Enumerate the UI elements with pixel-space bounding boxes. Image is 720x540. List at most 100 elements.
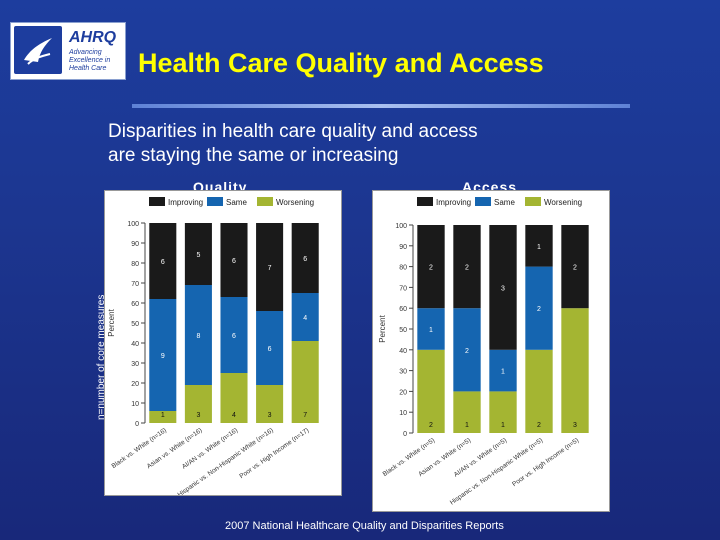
data-label: 3 [501, 285, 505, 292]
x-tick-label: Poor vs. High Income (n=17) [238, 427, 310, 480]
bar-segment-worsening [525, 349, 553, 433]
bar-segment-worsening [256, 385, 284, 423]
quality-chart-panel: Improving Same Worsening 0 10 20 30 40 50 60 70 80 9… [104, 190, 342, 499]
y-tick-label: 20 [131, 381, 139, 388]
y-tick-label: 50 [399, 327, 407, 334]
data-label: 2 [573, 265, 577, 272]
data-label: 1 [537, 244, 541, 251]
legend-label-worsening: Worsening [276, 198, 314, 207]
bar-segment-same [256, 311, 284, 385]
data-label: 1 [465, 422, 469, 429]
data-label: 3 [268, 412, 272, 419]
data-label: 9 [161, 353, 165, 360]
data-label: 6 [268, 346, 272, 353]
quality-chart: Improving Same Worsening 0 10 20 30 40 50 60 70 80 9… [107, 197, 319, 499]
y-tick-label: 70 [399, 285, 407, 292]
x-tick-label: Poor vs. High Income (n=5) [511, 437, 580, 488]
data-label: 1 [501, 422, 505, 429]
bar-segment-worsening [453, 391, 481, 433]
bar-segment-same [291, 293, 319, 341]
legend-swatch-same [207, 197, 223, 206]
data-label: 1 [161, 412, 165, 419]
bar-segment-same [184, 285, 212, 385]
data-label: 6 [161, 259, 165, 266]
legend-swatch-improving [417, 197, 433, 206]
subtitle-line-1: Disparities in health care quality and a… [108, 121, 478, 142]
data-label: 7 [303, 412, 307, 419]
y-tick-label: 50 [131, 321, 139, 328]
legend-label-same: Same [226, 198, 247, 207]
y-tick-label: 0 [135, 421, 139, 428]
bar-segment-same [149, 299, 177, 411]
data-label: 6 [232, 258, 236, 265]
y-tick-label: 100 [127, 221, 139, 228]
data-label: 5 [196, 252, 200, 259]
data-label: 3 [573, 422, 577, 429]
y-tick-label: 10 [131, 401, 139, 408]
bar-segment-same [220, 297, 248, 373]
y-tick-label: 90 [399, 244, 407, 251]
bar-segment-improving [184, 223, 212, 285]
bar-segment-worsening [489, 391, 517, 433]
bar-segment-same [489, 349, 517, 392]
y-tick-label: 0 [403, 431, 407, 438]
bar-segment-improving [220, 223, 248, 297]
legend-swatch-same [475, 197, 491, 206]
bar-segment-worsening [184, 385, 212, 423]
bar-segment-improving [561, 225, 589, 309]
data-label: 2 [429, 265, 433, 272]
bar-segment-worsening [561, 308, 589, 433]
bar-segment-same [525, 266, 553, 350]
bar-segment-improving [417, 225, 445, 309]
logo-wordmark: AHRQ [69, 29, 117, 46]
page-title: Health Care Quality and Access [138, 48, 544, 78]
data-label: 7 [268, 265, 272, 272]
bar-segment-worsening [220, 373, 248, 423]
bar-segment-improving [291, 223, 319, 293]
data-label: 2 [465, 348, 469, 355]
ahrq-logo: AHRQ Advancing Excellence in Health Care [10, 22, 126, 80]
bar-segment-improving [453, 225, 481, 309]
data-label: 6 [232, 333, 236, 340]
y-tick-label: 80 [399, 265, 407, 272]
legend-label-improving: Improving [436, 198, 471, 207]
y-tick-label: 30 [131, 361, 139, 368]
data-label: 2 [429, 422, 433, 429]
hhs-eagle-icon [14, 26, 62, 74]
data-label: 2 [537, 306, 541, 313]
y-tick-label: 80 [131, 261, 139, 268]
data-label: 6 [303, 256, 307, 263]
y-tick-label: 70 [131, 281, 139, 288]
bar-segment-same [453, 308, 481, 392]
footer-source: 2007 National Healthcare Quality and Dis… [225, 520, 504, 532]
legend-label-worsening: Worsening [544, 198, 582, 207]
access-chart: Improving Same Worsening 0 10 20 30 40 50 60 70 80 9… [378, 197, 589, 507]
data-label: 8 [196, 333, 200, 340]
legend-label-improving: Improving [168, 198, 203, 207]
bar-segment-improving [149, 223, 177, 299]
data-label: 3 [196, 412, 200, 419]
y-tick-label: 20 [399, 389, 407, 396]
bar-segment-improving [256, 223, 284, 311]
y-tick-label: 60 [399, 306, 407, 313]
bar-segment-improving [489, 225, 517, 350]
title-divider [132, 104, 630, 108]
y-tick-label: 60 [131, 301, 139, 308]
bar-segment-same [417, 308, 445, 350]
y-tick-label: 30 [399, 369, 407, 376]
data-label: 2 [537, 422, 541, 429]
legend-swatch-improving [149, 197, 165, 206]
data-label: 4 [303, 315, 307, 322]
y-axis-label: Percent [107, 308, 116, 336]
y-tick-label: 100 [395, 223, 407, 230]
data-label: 1 [501, 369, 505, 376]
bar-segment-worsening [291, 341, 319, 423]
y-axis-label: Percent [378, 314, 387, 342]
legend-swatch-worsening [525, 197, 541, 206]
data-label: 1 [429, 327, 433, 334]
bar-segment-worsening [149, 411, 177, 423]
legend-label-same: Same [494, 198, 515, 207]
y-tick-label: 10 [399, 410, 407, 417]
y-tick-label: 40 [131, 341, 139, 348]
legend-swatch-worsening [257, 197, 273, 206]
